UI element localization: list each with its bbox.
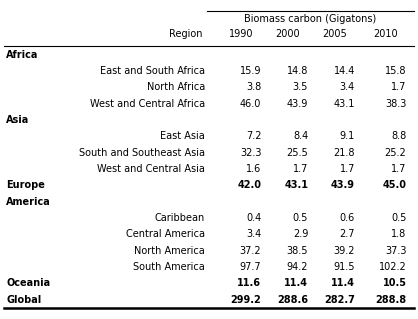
- Text: 0.4: 0.4: [246, 213, 261, 223]
- Text: South and Southeast Asia: South and Southeast Asia: [79, 148, 205, 158]
- Text: 2010: 2010: [374, 29, 398, 40]
- Text: 2.7: 2.7: [339, 229, 355, 239]
- Text: 11.6: 11.6: [237, 278, 261, 288]
- Text: 38.5: 38.5: [287, 246, 308, 256]
- Text: 94.2: 94.2: [287, 262, 308, 272]
- Text: West and Central Asia: West and Central Asia: [97, 164, 205, 174]
- Text: 1.8: 1.8: [391, 229, 406, 239]
- Text: 43.1: 43.1: [284, 180, 308, 190]
- Text: 25.5: 25.5: [286, 148, 308, 158]
- Text: South America: South America: [133, 262, 205, 272]
- Text: Biomass carbon (Gigatons): Biomass carbon (Gigatons): [244, 14, 377, 24]
- Text: 43.9: 43.9: [331, 180, 355, 190]
- Text: 39.2: 39.2: [333, 246, 355, 256]
- Text: 0.6: 0.6: [339, 213, 355, 223]
- Text: 299.2: 299.2: [231, 295, 261, 305]
- Text: Asia: Asia: [6, 115, 30, 125]
- Text: 1.7: 1.7: [339, 164, 355, 174]
- Text: 8.8: 8.8: [391, 131, 406, 141]
- Text: 37.3: 37.3: [385, 246, 406, 256]
- Text: 43.9: 43.9: [287, 99, 308, 108]
- Text: 25.2: 25.2: [385, 148, 406, 158]
- Text: Region: Region: [169, 29, 203, 40]
- Text: 21.8: 21.8: [333, 148, 355, 158]
- Text: 282.7: 282.7: [324, 295, 355, 305]
- Text: 15.9: 15.9: [240, 66, 261, 76]
- Text: 46.0: 46.0: [240, 99, 261, 108]
- Text: 102.2: 102.2: [379, 262, 406, 272]
- Text: Global: Global: [6, 295, 41, 305]
- Text: 11.4: 11.4: [284, 278, 308, 288]
- Text: 2.9: 2.9: [293, 229, 308, 239]
- Text: 3.5: 3.5: [293, 82, 308, 92]
- Text: 1.7: 1.7: [293, 164, 308, 174]
- Text: 1.6: 1.6: [246, 164, 261, 174]
- Text: 288.8: 288.8: [375, 295, 406, 305]
- Text: 288.6: 288.6: [277, 295, 308, 305]
- Text: 8.4: 8.4: [293, 131, 308, 141]
- Text: 91.5: 91.5: [333, 262, 355, 272]
- Text: North Africa: North Africa: [147, 82, 205, 92]
- Text: America: America: [6, 197, 51, 207]
- Text: 45.0: 45.0: [382, 180, 406, 190]
- Text: Africa: Africa: [6, 49, 38, 60]
- Text: 9.1: 9.1: [339, 131, 355, 141]
- Text: 7.2: 7.2: [246, 131, 261, 141]
- Text: 2000: 2000: [275, 29, 300, 40]
- Text: 0.5: 0.5: [391, 213, 406, 223]
- Text: North America: North America: [134, 246, 205, 256]
- Text: 14.8: 14.8: [287, 66, 308, 76]
- Text: 2005: 2005: [322, 29, 347, 40]
- Text: Oceania: Oceania: [6, 278, 50, 288]
- Text: Caribbean: Caribbean: [155, 213, 205, 223]
- Text: 42.0: 42.0: [237, 180, 261, 190]
- Text: 14.4: 14.4: [334, 66, 355, 76]
- Text: Central America: Central America: [126, 229, 205, 239]
- Text: 97.7: 97.7: [240, 262, 261, 272]
- Text: 37.2: 37.2: [240, 246, 261, 256]
- Text: 38.3: 38.3: [385, 99, 406, 108]
- Text: 3.4: 3.4: [246, 229, 261, 239]
- Text: 43.1: 43.1: [334, 99, 355, 108]
- Text: East Asia: East Asia: [160, 131, 205, 141]
- Text: 32.3: 32.3: [240, 148, 261, 158]
- Text: 1.7: 1.7: [391, 82, 406, 92]
- Text: 11.4: 11.4: [331, 278, 355, 288]
- Text: 10.5: 10.5: [382, 278, 406, 288]
- Text: 15.8: 15.8: [385, 66, 406, 76]
- Text: Europe: Europe: [6, 180, 45, 190]
- Text: 3.4: 3.4: [339, 82, 355, 92]
- Text: 1990: 1990: [229, 29, 253, 40]
- Text: West and Central Africa: West and Central Africa: [90, 99, 205, 108]
- Text: 3.8: 3.8: [246, 82, 261, 92]
- Text: East and South Africa: East and South Africa: [100, 66, 205, 76]
- Text: 0.5: 0.5: [293, 213, 308, 223]
- Text: 1.7: 1.7: [391, 164, 406, 174]
